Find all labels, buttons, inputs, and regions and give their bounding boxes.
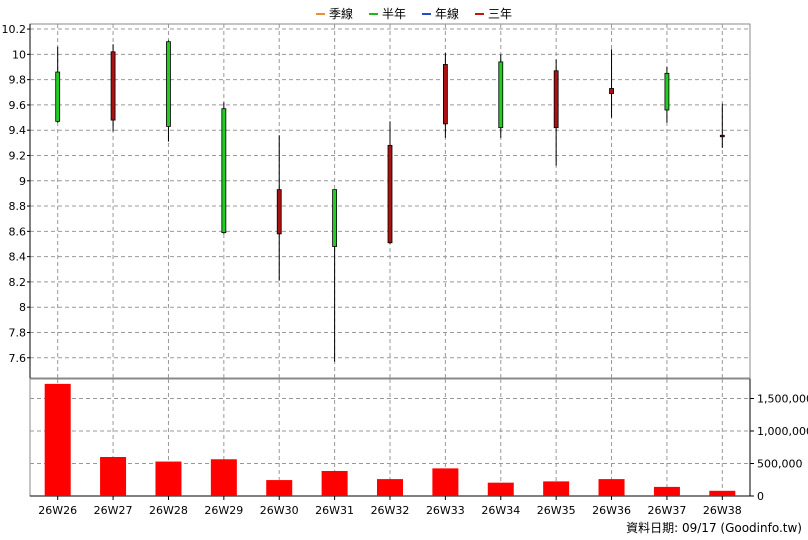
- x-tick-label: 26W27: [94, 504, 133, 517]
- volume-tick-label: 500,000: [757, 458, 803, 471]
- candle-body: [442, 64, 448, 125]
- candle: [55, 46, 61, 123]
- volume-bar: [432, 468, 459, 496]
- candle-body: [387, 144, 393, 244]
- price-y-axis: 7.6 7.8 8 8.2 8.4 8.6 8.8 9 9.2 9.4 9.6 9.8 10 10.2: [2, 23, 31, 378]
- candle-body: [719, 134, 725, 138]
- price-tick-label: 10: [12, 48, 26, 61]
- volume-bar: [543, 481, 570, 496]
- volume-bar: [266, 480, 293, 496]
- volume-tick-label: 0: [757, 490, 764, 503]
- x-tick-label: 26W31: [315, 504, 354, 517]
- candle: [553, 59, 559, 166]
- volume-bar: [210, 459, 237, 496]
- legend-item: 三年: [475, 7, 512, 21]
- candle: [387, 121, 393, 244]
- candle: [221, 102, 227, 234]
- volume-gridlines: [29, 378, 751, 497]
- legend-item: 半年: [369, 7, 406, 21]
- candle-body: [332, 189, 338, 247]
- candle-body: [276, 189, 282, 235]
- price-tick-label: 8.6: [9, 225, 27, 238]
- volume-bar: [653, 486, 680, 496]
- price-tick-label: 8.4: [9, 251, 27, 264]
- x-tick-label: 26W35: [537, 504, 576, 517]
- candle: [498, 54, 504, 138]
- x-tick-label: 26W36: [592, 504, 631, 517]
- volume-bar-series: [44, 383, 736, 496]
- x-tick-label: 26W30: [260, 504, 299, 517]
- candle: [442, 53, 448, 138]
- volume-bar: [100, 457, 127, 496]
- x-tick-label: 26W29: [204, 504, 243, 517]
- price-tick-label: 9.4: [9, 124, 27, 137]
- candle: [332, 189, 338, 362]
- x-tick-label: 26W38: [703, 504, 742, 517]
- price-tick-label: 7.6: [9, 352, 27, 365]
- candle-body: [609, 88, 614, 94]
- x-tick-label: 26W32: [371, 504, 410, 517]
- price-tick-label: 9.8: [9, 74, 27, 87]
- price-tick-label: 7.8: [9, 326, 27, 339]
- legend: 季線 半年 年線 三年: [316, 6, 512, 21]
- price-tick-label: 9: [19, 175, 26, 188]
- candle-body: [498, 61, 504, 129]
- volume-y-axis: 0 500,000 1,000,000 1,500,000: [30, 379, 808, 503]
- x-tick-label: 26W34: [481, 504, 520, 517]
- x-tick-label: 26W37: [647, 504, 686, 517]
- price-tick-label: 10.2: [2, 23, 27, 36]
- legend-item: 年線: [422, 6, 459, 21]
- volume-bar: [709, 490, 736, 496]
- x-axis: 26W26 26W27 26W28 26W29 26W30 26W31 26W32 26W33…: [38, 496, 742, 517]
- candle-body: [664, 72, 670, 111]
- price-tick-label: 9.6: [9, 99, 27, 112]
- volume-tick-label: 1,000,000: [757, 425, 808, 438]
- candle: [110, 44, 116, 132]
- volume-bar: [44, 383, 71, 496]
- candle: [609, 49, 614, 118]
- x-tick-label: 26W28: [149, 504, 188, 517]
- candle: [719, 103, 725, 148]
- legend-label: 三年: [488, 7, 512, 21]
- price-tick-label: 8: [19, 301, 26, 314]
- price-tick-label: 8.8: [9, 200, 27, 213]
- x-tick-label: 26W33: [426, 504, 465, 517]
- candle-body: [166, 41, 171, 127]
- legend-item: 季線: [316, 6, 353, 21]
- volume-bar: [487, 482, 514, 496]
- candle: [664, 66, 670, 123]
- price-tick-label: 8.2: [9, 276, 27, 289]
- footer-source: 資料日期: 09/17 (Goodinfo.tw): [626, 521, 802, 535]
- candle: [276, 135, 282, 281]
- volume-bar: [377, 479, 403, 496]
- candle-body: [553, 70, 559, 129]
- candle-body: [221, 108, 227, 234]
- volume-tick-label: 1,500,000: [757, 393, 808, 406]
- candle-body: [110, 51, 116, 121]
- x-tick-label: 26W26: [38, 504, 77, 517]
- legend-label: 半年: [382, 7, 406, 21]
- price-tick-label: 9.2: [9, 149, 27, 162]
- candle-body: [55, 71, 61, 122]
- candlestick-series: [55, 40, 725, 362]
- candle: [166, 40, 171, 142]
- volume-bar: [321, 470, 348, 496]
- volume-bar: [155, 461, 182, 496]
- volume-bar: [598, 479, 625, 496]
- legend-label: 年線: [435, 6, 459, 21]
- legend-label: 季線: [329, 6, 353, 21]
